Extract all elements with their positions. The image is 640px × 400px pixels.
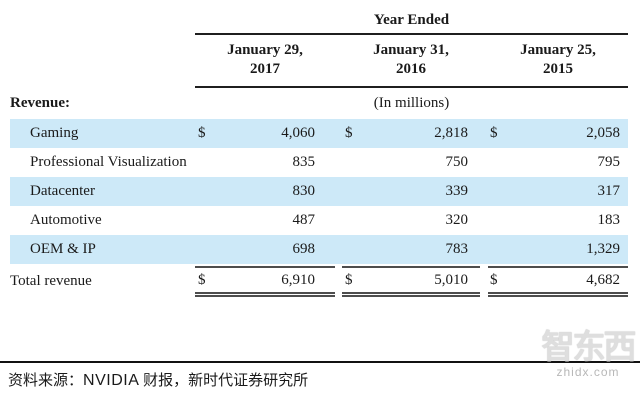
in-millions-note: (In millions) (373, 95, 450, 111)
dollar-sign: $ (490, 125, 498, 141)
value-cell: 698 (195, 241, 335, 258)
column-gap (480, 41, 488, 79)
revenue-value: 830 (292, 183, 316, 199)
revenue-value: 2,818 (434, 125, 468, 141)
total-value-cell: $ 6,910 (195, 266, 335, 297)
column-header-fy2017: January 29, 2017 (195, 41, 335, 79)
revenue-value: 317 (597, 183, 621, 199)
value-cell: 487 (195, 212, 335, 229)
total-revenue-row: Total revenue $ 6,910 $ 5,010 $ 4,682 (10, 266, 628, 297)
table-row: Gaming $4,060 $2,818 $2,058 (10, 119, 628, 148)
table-row: Datacenter 830 339 317 (10, 177, 628, 206)
table-header-dates: January 29, 2017 January 31, 2016 Januar… (10, 33, 628, 88)
revenue-value: 795 (597, 154, 621, 170)
revenue-section-label: Revenue: (10, 95, 70, 111)
value-cell: 750 (342, 154, 480, 171)
source-prefix: 资料来源： (8, 373, 84, 389)
segment-label: Professional Visualization (30, 154, 187, 170)
date-columns: January 29, 2017 January 31, 2016 Januar… (195, 33, 628, 88)
date-line1: January 29, (227, 42, 303, 58)
revenue-value: 698 (292, 241, 316, 257)
revenue-value: 339 (445, 183, 469, 199)
revenue-value: 835 (292, 154, 316, 170)
watermark-domain: zhidx.com (556, 365, 620, 379)
table-row: Automotive 487 320 183 (10, 206, 628, 235)
segment-label: Datacenter (30, 183, 95, 199)
watermark-logo: 智东西 (541, 330, 637, 366)
date-line2: 2016 (396, 61, 426, 77)
column-header-fy2016: January 31, 2016 (342, 41, 480, 79)
revenue-value: 4,060 (281, 125, 315, 141)
column-gap (335, 41, 342, 79)
revenue-value: 783 (445, 241, 469, 257)
value-cell: $2,818 (342, 125, 480, 142)
footer-divider (0, 361, 640, 363)
value-cell: 783 (342, 241, 480, 258)
value-cell: $4,060 (195, 125, 335, 142)
revenue-table: Year Ended January 29, 2017 January 31, … (10, 8, 628, 297)
value-cell: 317 (488, 183, 628, 200)
dollar-sign: $ (345, 125, 353, 141)
dollar-sign: $ (198, 125, 206, 141)
segment-label: Automotive (30, 212, 102, 228)
revenue-value: 487 (292, 212, 316, 228)
revenue-value: 750 (445, 154, 469, 170)
year-ended-header: Year Ended (373, 12, 450, 28)
revenue-section-row: Revenue: (In millions) (10, 88, 628, 119)
table-row: Professional Visualization 835 750 795 (10, 148, 628, 177)
value-cell: 1,329 (488, 241, 628, 258)
value-cell: 320 (342, 212, 480, 229)
date-line1: January 25, (520, 42, 596, 58)
column-gap (335, 266, 342, 297)
table-row: OEM & IP 698 783 1,329 (10, 235, 628, 264)
source-brand: NVIDIA (83, 372, 140, 389)
revenue-value: 1,329 (586, 241, 620, 257)
source-line: 资料来源：NVIDIA 财报，新时代证券研究所 (8, 369, 308, 390)
value-cell: 183 (488, 212, 628, 229)
revenue-value: 183 (597, 212, 621, 228)
date-line1: January 31, (373, 42, 449, 58)
date-line2: 2017 (250, 61, 280, 77)
total-value: 4,682 (586, 272, 620, 288)
dollar-sign: $ (345, 272, 353, 288)
dollar-sign: $ (490, 272, 498, 288)
watermark: 智东西 zhidx.com (538, 331, 638, 379)
table-header-top: Year Ended (10, 8, 628, 33)
total-revenue-label: Total revenue (10, 273, 92, 289)
value-cell: 795 (488, 154, 628, 171)
header-spacer (10, 8, 195, 33)
value-cell: 835 (195, 154, 335, 171)
total-value: 5,010 (434, 272, 468, 288)
segment-rows: Gaming $4,060 $2,818 $2,058 Professional Vis… (10, 119, 628, 264)
column-header-fy2015: January 25, 2015 (488, 41, 628, 79)
total-value-cell: $ 4,682 (488, 266, 628, 297)
column-gap (480, 266, 488, 297)
segment-label: OEM & IP (30, 241, 96, 257)
total-value-cell: $ 5,010 (342, 266, 480, 297)
value-cell: 339 (342, 183, 480, 200)
value-cell: 830 (195, 183, 335, 200)
date-line2: 2015 (543, 61, 573, 77)
revenue-value: 2,058 (586, 125, 620, 141)
revenue-value: 320 (445, 212, 469, 228)
value-cell: $2,058 (488, 125, 628, 142)
total-value: 6,910 (281, 272, 315, 288)
source-suffix: 财报，新时代证券研究所 (139, 373, 309, 389)
segment-label: Gaming (30, 125, 79, 141)
dollar-sign: $ (198, 272, 206, 288)
header-spacer (10, 33, 195, 88)
